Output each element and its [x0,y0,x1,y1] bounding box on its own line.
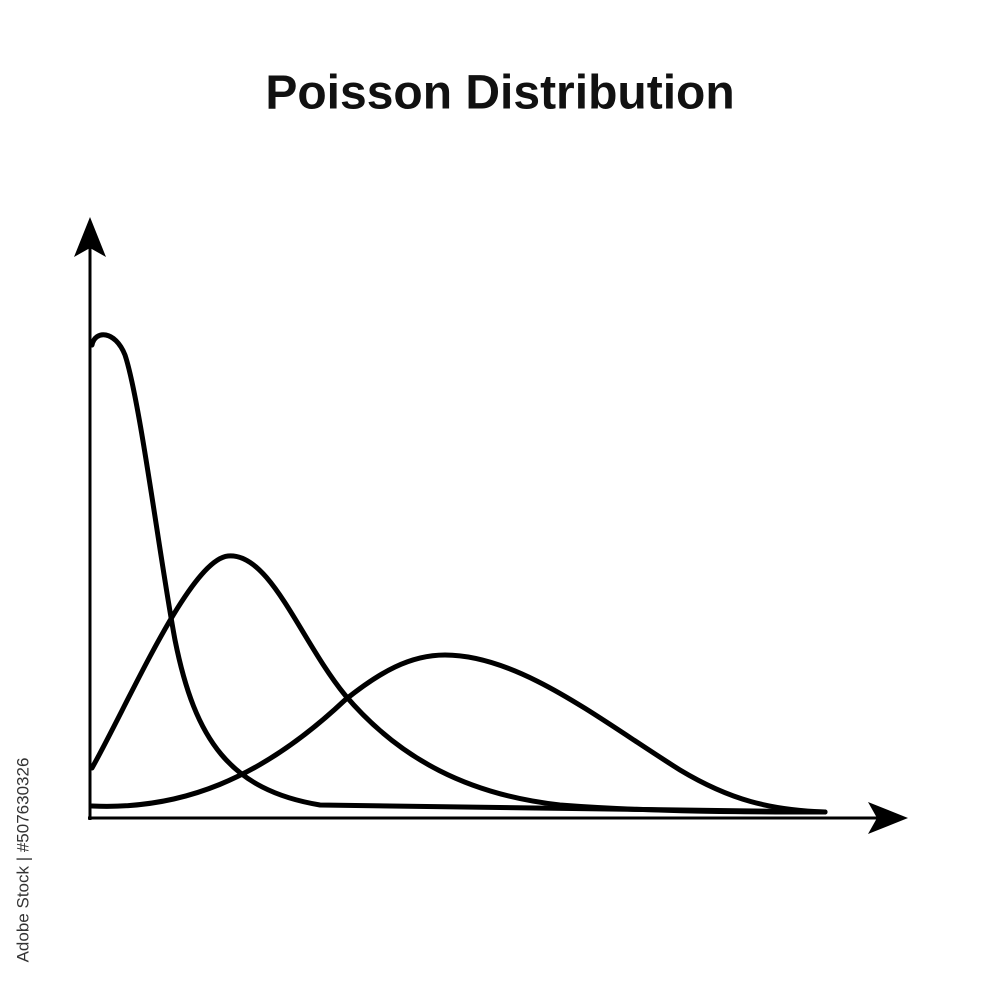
x-axis-arrow [868,802,908,834]
curve-low-lambda [89,332,828,815]
y-axis-arrow [74,217,106,257]
title: Poisson Distribution [265,67,734,120]
watermark: Adobe Stock | #507630326 [13,758,32,963]
curve-high-lambda [89,652,828,815]
curve-mid-lambda [89,553,828,815]
